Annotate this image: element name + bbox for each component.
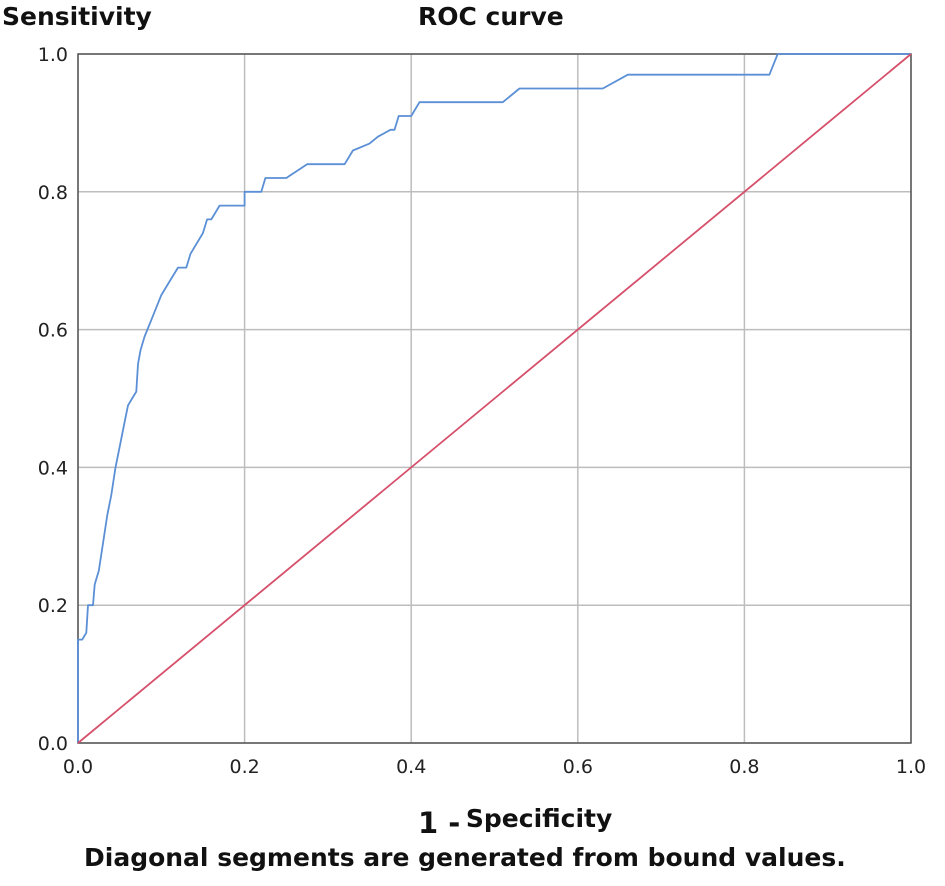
y-tick-label: 0.0 (38, 733, 68, 755)
y-tick-label: 0.6 (38, 320, 68, 342)
y-tick-label: 0.4 (38, 457, 68, 479)
y-axis-ticks: 0.0 0.2 0.4 0.6 0.8 1.0 (38, 44, 68, 755)
y-tick-label: 0.8 (38, 182, 68, 204)
x-tick-label: 0.0 (63, 756, 93, 778)
x-axis-label-main: Specificity (465, 804, 613, 833)
chart-footnote: Diagonal segments are generated from bou… (84, 843, 846, 872)
y-tick-label: 1.0 (38, 44, 68, 66)
x-tick-label: 0.6 (563, 756, 593, 778)
series-group (77, 53, 912, 744)
roc-curve-line (77, 53, 911, 743)
x-axis-ticks: 0.0 0.2 0.4 0.6 0.8 1.0 (63, 756, 926, 778)
x-tick-label: 0.4 (396, 756, 426, 778)
chart-title: ROC curve (418, 2, 564, 31)
x-tick-label: 0.8 (729, 756, 759, 778)
plot-frame (77, 53, 912, 744)
reference-diagonal-line (77, 53, 912, 744)
x-tick-label: 0.2 (229, 756, 259, 778)
x-axis-label: 1 - Specificity (418, 800, 613, 840)
x-axis-label-prefix: 1 - (418, 806, 461, 840)
y-tick-label: 0.2 (38, 595, 68, 617)
x-tick-label: 1.0 (896, 756, 926, 778)
y-axis-label: Sensitivity (2, 2, 152, 31)
